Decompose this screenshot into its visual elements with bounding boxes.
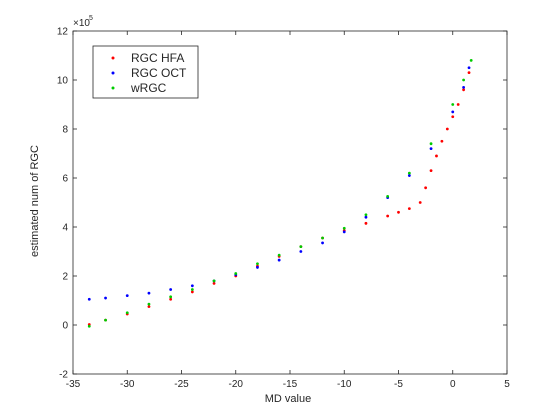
data-point — [386, 194, 390, 198]
x-axis-ticks: -35 -30 -25 -20 -15 -10 -5 0 5 — [66, 31, 510, 390]
data-point — [321, 236, 324, 240]
data-point — [104, 296, 107, 300]
data-point — [169, 295, 173, 299]
data-point — [364, 221, 368, 225]
legend-label-wrgc: wRGC — [130, 81, 167, 95]
data-point — [467, 71, 471, 75]
data-point — [169, 288, 173, 291]
x-tick-label: -5 — [394, 379, 403, 390]
data-point — [467, 66, 471, 70]
data-point — [87, 297, 91, 301]
data-point — [445, 127, 449, 131]
data-point — [429, 147, 433, 151]
data-point — [429, 142, 433, 146]
x-tick-label: -15 — [283, 379, 298, 390]
data-point — [462, 85, 465, 89]
y-tick-label: 10 — [57, 76, 69, 87]
data-point — [147, 302, 151, 306]
data-point — [429, 169, 433, 173]
data-point — [212, 281, 216, 285]
y-tick-label: 0 — [62, 321, 68, 332]
data-point — [451, 110, 455, 114]
x-tick-label: 5 — [504, 379, 510, 390]
data-point — [456, 103, 460, 106]
data-point — [147, 305, 151, 309]
y-exponent-power: 5 — [89, 15, 93, 22]
data-point — [256, 266, 259, 269]
legend: RGC HFA RGC OCT wRGC — [92, 45, 199, 99]
data-point — [397, 210, 400, 214]
data-point — [407, 171, 411, 175]
y-tick-label: 6 — [62, 174, 68, 185]
data-point — [87, 324, 91, 328]
data-marks — [87, 59, 473, 328]
y-tick-label: 8 — [62, 125, 68, 136]
y-tick-label: 4 — [62, 223, 68, 234]
data-point — [435, 154, 438, 158]
data-point — [424, 186, 428, 190]
data-point — [451, 115, 455, 119]
data-point — [234, 272, 238, 275]
data-point — [440, 139, 444, 143]
legend-label-rgc-oct: RGC OCT — [131, 66, 187, 80]
data-point — [462, 78, 465, 82]
y-tick-label: 2 — [62, 272, 68, 283]
data-point — [407, 207, 411, 211]
data-point — [321, 241, 324, 245]
data-point — [342, 230, 346, 234]
x-tick-label: -10 — [337, 379, 352, 390]
x-tick-label: 0 — [450, 379, 456, 390]
data-point — [386, 214, 390, 218]
data-point — [104, 318, 107, 322]
x-tick-label: -20 — [229, 379, 244, 390]
data-point — [364, 215, 368, 219]
data-point — [277, 253, 281, 257]
data-point — [462, 88, 465, 92]
data-point — [451, 103, 455, 106]
x-tick-label: -35 — [66, 379, 81, 390]
legend-label-rgc-hfa: RGC HFA — [131, 51, 184, 65]
data-point — [125, 294, 129, 297]
data-point — [190, 288, 194, 291]
y-exponent-base: ×10 — [73, 18, 90, 29]
data-point — [125, 311, 129, 315]
data-point — [277, 258, 281, 262]
data-point — [299, 250, 303, 253]
legend-marker-rgc-oct — [111, 71, 115, 75]
legend-box — [92, 45, 199, 99]
y-axis-label: estimated num of RGC — [29, 145, 41, 257]
y-tick-label: 12 — [57, 27, 69, 38]
x-axis-label: MD value — [265, 393, 311, 405]
x-tick-label: -30 — [120, 379, 135, 390]
legend-marker-rgc-hfa — [111, 56, 115, 60]
data-point — [418, 201, 422, 204]
data-point — [147, 291, 151, 295]
data-point — [299, 245, 303, 249]
series-wrgc — [87, 59, 473, 328]
data-point — [169, 297, 173, 301]
legend-marker-wrgc — [111, 86, 115, 90]
data-point — [469, 59, 473, 62]
data-point — [407, 174, 411, 177]
data-point — [342, 226, 346, 230]
data-point — [190, 290, 194, 294]
y-tick-label: -2 — [59, 370, 68, 381]
y-axis-ticks: -2 0 2 4 6 8 10 12 — [57, 27, 507, 381]
data-point — [256, 262, 259, 266]
data-point — [212, 279, 216, 283]
x-tick-label: -25 — [174, 379, 189, 390]
data-point — [190, 284, 194, 288]
data-point — [364, 213, 368, 217]
